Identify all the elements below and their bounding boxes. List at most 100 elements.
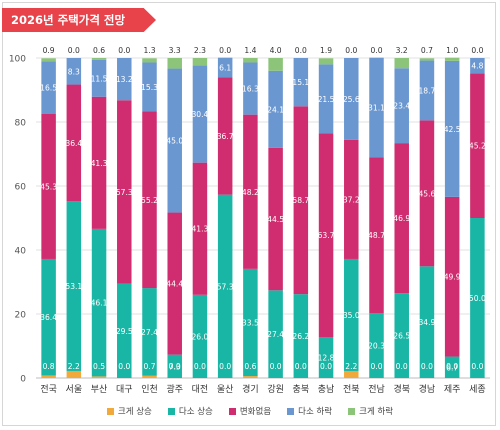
data-label: 0.0: [219, 46, 231, 55]
data-label: 0.0: [345, 46, 357, 55]
data-label: 35.0: [343, 311, 360, 320]
chart-legend: 크게 상승 다소 상승 변화없음 다소 하락 크게 하락: [0, 403, 500, 419]
data-label: 63.7: [318, 231, 335, 240]
x-tick-label: 전북: [343, 384, 360, 395]
bar-segment-광주-변화없음: [167, 212, 182, 355]
bar-segment-전국-다소 상승: [41, 258, 56, 376]
bar-segment-대전-다소 하락: [192, 65, 208, 163]
legend-swatch: [287, 407, 295, 415]
legend-swatch: [228, 407, 236, 415]
data-label: 48.2: [242, 188, 259, 197]
bar-segment-강원-변화없음: [268, 147, 283, 291]
data-label: 11.5: [91, 74, 108, 83]
bar-segment-서울-다소 상승: [66, 201, 82, 371]
data-label: 1.9: [320, 46, 332, 55]
data-label: 33.5: [242, 318, 259, 327]
bar-segment-광주-크게 하락: [167, 58, 182, 69]
bar-segment-부산-변화없음: [91, 96, 107, 229]
x-tick-label: 대구: [116, 384, 133, 395]
bar-segment-대구-다소 하락: [117, 58, 132, 101]
bar-segment-충남-변화없음: [318, 133, 334, 338]
data-label: 45.0: [166, 137, 183, 146]
x-tick-label: 대전: [192, 384, 209, 395]
bar-segment-대전-다소 상승: [192, 294, 208, 378]
bar-segment-충북-다소 상승: [293, 294, 309, 378]
bar-segment-울산-다소 상승: [217, 194, 233, 378]
bar-segment-충북-다소 하락: [293, 58, 309, 107]
bar-segment-전국-다소 하락: [41, 61, 56, 114]
data-label: 46.9: [393, 214, 410, 223]
data-label: 0.0: [471, 46, 483, 55]
data-label: 49.9: [444, 273, 461, 282]
x-tick-label: 강원: [267, 384, 284, 395]
legend-label: 크게 상승: [117, 407, 152, 417]
bar-segment-서울-다소 하락: [66, 58, 82, 85]
bar-segment-부산-크게 상승: [91, 376, 107, 378]
bar-segment-대전-크게 하락: [192, 58, 208, 66]
bar-segment-충북-변화없음: [293, 106, 309, 295]
bar-segment-대전-변화없음: [192, 162, 208, 295]
x-tick-label: 전국: [40, 384, 57, 395]
x-tick-label: 전남: [368, 384, 385, 395]
y-tick-label: 0: [20, 375, 26, 385]
bar-segment-전북-다소 상승: [344, 258, 359, 371]
data-label: 27.4: [267, 330, 284, 339]
data-label: 50.0: [469, 294, 486, 303]
data-label: 27.4: [141, 328, 158, 337]
data-label: 18.7: [418, 86, 435, 95]
data-label: 20.3: [368, 342, 385, 351]
data-label: 16.3: [242, 85, 259, 94]
legend-label: 다소 하락: [298, 407, 333, 417]
data-label: 0.0: [169, 362, 181, 371]
data-label: 25.6: [343, 95, 360, 104]
data-label: 44.5: [267, 215, 284, 224]
data-label: 12.8: [318, 354, 335, 363]
data-label: 0.5: [93, 362, 105, 371]
data-label: 24.1: [267, 105, 284, 114]
x-tick-label: 울산: [217, 384, 234, 395]
bar-segment-강원-다소 상승: [268, 290, 283, 378]
bar-segment-경북-다소 상승: [394, 293, 409, 378]
bar-segment-경남-크게 하락: [419, 58, 435, 61]
data-label: 16.5: [40, 84, 57, 93]
data-label: 15.1: [292, 78, 309, 87]
data-label: 45.6: [418, 189, 435, 198]
bar-segment-전북-변화없음: [344, 139, 359, 259]
bar-segment-강원-크게 하락: [268, 58, 283, 71]
bar-segment-서울-변화없음: [66, 84, 82, 202]
data-label: 2.3: [194, 46, 206, 55]
x-tick-label: 충남: [318, 384, 335, 395]
bar-segment-인천-다소 하락: [142, 62, 157, 112]
bar-segment-서울-크게 상승: [66, 370, 82, 378]
bar-segment-울산-변화없음: [217, 77, 233, 195]
data-label: 1.0: [446, 46, 458, 55]
data-label: 0.0: [219, 362, 231, 371]
data-label: 0.0: [118, 46, 130, 55]
data-label: 31.1: [368, 103, 385, 112]
data-label: 37.2: [343, 195, 360, 204]
x-tick-label: 제주: [444, 384, 461, 395]
data-label: 23.4: [393, 102, 410, 111]
data-label: 58.7: [292, 196, 309, 205]
bar-segment-세종-다소 상승: [470, 218, 485, 378]
data-label: 45.3: [40, 182, 57, 191]
bar-segment-부산-크게 하락: [91, 58, 107, 60]
data-label: 0.9: [43, 46, 55, 55]
data-label: 4.0: [270, 46, 282, 55]
data-label: 30.4: [191, 110, 208, 119]
data-label: 26.5: [393, 332, 410, 341]
legend-item: 변화없음: [228, 403, 271, 419]
bar-segment-경북-변화없음: [394, 143, 409, 294]
bar-segment-강원-다소 하락: [268, 70, 283, 148]
bar-segment-광주-다소 하락: [167, 68, 182, 213]
data-label: 0.7: [421, 46, 433, 55]
data-label: 0.0: [421, 362, 433, 371]
legend-label: 다소 상승: [178, 407, 213, 417]
data-label: 13.2: [116, 75, 133, 84]
data-label: 0.7: [143, 362, 155, 371]
data-label: 29.5: [116, 327, 133, 336]
data-label: 15.3: [141, 83, 158, 92]
x-tick-label: 충북: [293, 384, 310, 395]
y-tick-label: 100: [9, 55, 26, 65]
